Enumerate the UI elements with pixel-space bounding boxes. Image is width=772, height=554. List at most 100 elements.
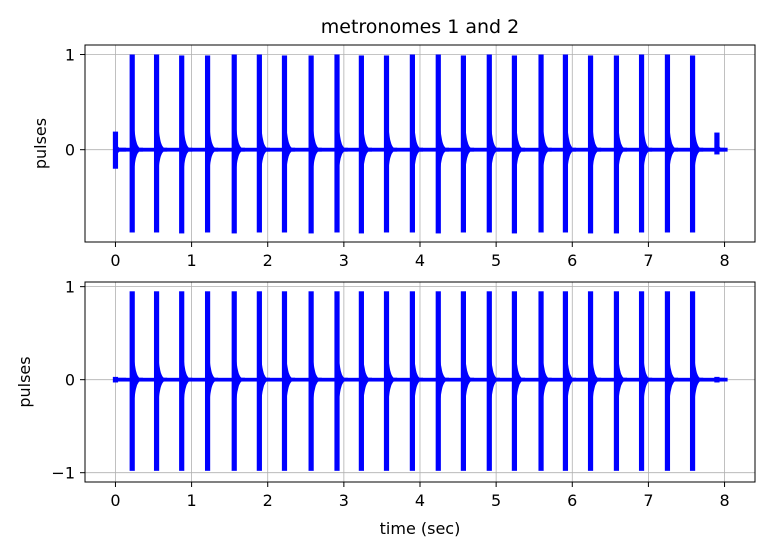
pulse-ringing (616, 326, 628, 435)
x-tick-label: 5 (491, 491, 501, 510)
x-tick-label: 0 (110, 251, 120, 270)
pulse-spike (281, 291, 288, 471)
y-axis-label: pulses (31, 118, 50, 169)
y-tick-label: −1 (51, 464, 75, 483)
x-tick-label: 3 (339, 251, 349, 270)
pulse-ringing (361, 326, 372, 435)
pulse-spike (358, 55, 364, 234)
pulse-ringing (438, 326, 449, 435)
pulse-ringing (311, 326, 322, 435)
pulse-spike (638, 54, 645, 233)
pulse-spike (538, 54, 544, 233)
pulse-spike (112, 376, 119, 383)
pulse-ringing (667, 326, 679, 435)
pulse-spike (358, 291, 364, 471)
pulse-ringing (386, 326, 398, 435)
pulse-ringing (565, 92, 577, 200)
pulse-ringing (641, 326, 653, 435)
pulse-ringing (132, 326, 143, 435)
pulse-ringing (259, 92, 270, 200)
pulse-ringing (692, 93, 704, 200)
pulse-ringing (590, 326, 602, 435)
pulse-ringing (386, 93, 398, 200)
pulse-ringing (716, 377, 728, 382)
pulse-spike (460, 291, 466, 471)
pulse-spike (435, 54, 441, 234)
pulse-spike (409, 291, 415, 471)
pulse-ringing (489, 326, 500, 435)
pulse-spike (153, 291, 160, 471)
y-axis-label: pulses (15, 356, 34, 407)
x-tick-label: 4 (415, 251, 425, 270)
pulse-ringing (463, 326, 475, 435)
pulse-ringing (207, 93, 219, 200)
pulse-ringing (565, 326, 577, 435)
pulse-ringing (692, 326, 704, 435)
pulse-ringing (541, 326, 552, 435)
pulse-spike (538, 291, 544, 471)
pulse-spike (486, 54, 492, 233)
pulse-spike (689, 291, 696, 471)
pulse-ringing (115, 138, 127, 162)
pulse-spike (179, 291, 185, 471)
x-tick-label: 1 (186, 251, 196, 270)
x-tick-label: 8 (719, 491, 729, 510)
y-tick-label: 1 (65, 46, 75, 65)
x-axis-label: time (sec) (380, 519, 461, 538)
pulse-ringing (234, 92, 245, 200)
x-tick-label: 4 (415, 491, 425, 510)
x-tick-label: 5 (491, 251, 501, 270)
pulse-spike (486, 291, 492, 471)
panel-metronome-1: 0 1 2 3 4 5 6 7 8 1 0 pulses metronomes 1 and 2 (31, 16, 756, 270)
pulse-ringing (361, 93, 372, 200)
pulse-ringing (667, 92, 679, 200)
pulse-spike (256, 54, 262, 233)
y-tick-label: 0 (65, 371, 75, 390)
pulse-ringing (463, 93, 475, 200)
pulse-spike (638, 291, 645, 471)
x-tick-label: 8 (719, 251, 729, 270)
pulse-ringing (115, 377, 127, 382)
x-tick-label: 7 (643, 251, 653, 270)
pulse-spike (435, 291, 441, 471)
pulse-ringing (156, 92, 168, 200)
pulse-spike (409, 54, 415, 233)
pulse-ringing (489, 92, 500, 200)
pulse-ringing (541, 92, 552, 200)
chart-title: metronomes 1 and 2 (321, 16, 519, 38)
pulse-ringing (514, 326, 526, 435)
pulse-ringing (234, 326, 245, 435)
pulse-spike (281, 55, 288, 233)
x-tick-label: 2 (263, 251, 273, 270)
pulse-ringing (438, 92, 449, 200)
x-tick-label: 2 (263, 491, 273, 510)
pulse-spike (256, 291, 262, 471)
pulse-spike (689, 55, 696, 233)
pulse-ringing (181, 93, 193, 200)
pulse-spike (153, 54, 160, 233)
pulse-ringing (259, 326, 270, 435)
pulse-ringing (514, 93, 526, 200)
pulse-ringing (311, 93, 322, 200)
y-tick-label: 0 (65, 141, 75, 160)
pulse-ringing (284, 326, 296, 435)
pulse-ringing (412, 326, 423, 435)
pulse-ringing (337, 92, 348, 200)
pulse-spike (112, 131, 119, 169)
pulse-ringing (284, 93, 296, 200)
pulse-ringing (716, 139, 728, 153)
pulse-ringing (616, 93, 628, 200)
pulse-ringing (337, 326, 348, 435)
x-tick-label: 1 (186, 491, 196, 510)
pulse-ringing (207, 326, 219, 435)
x-tick-label: 3 (339, 491, 349, 510)
pulse-ringing (181, 326, 193, 435)
pulse-ringing (132, 92, 143, 200)
pulse-spike (204, 291, 211, 471)
y-tick-label: 1 (65, 278, 75, 297)
x-tick-label: 7 (643, 491, 653, 510)
pulse-spike (204, 55, 211, 233)
pulse-ringing (641, 92, 653, 200)
pulse-spike (460, 55, 466, 233)
